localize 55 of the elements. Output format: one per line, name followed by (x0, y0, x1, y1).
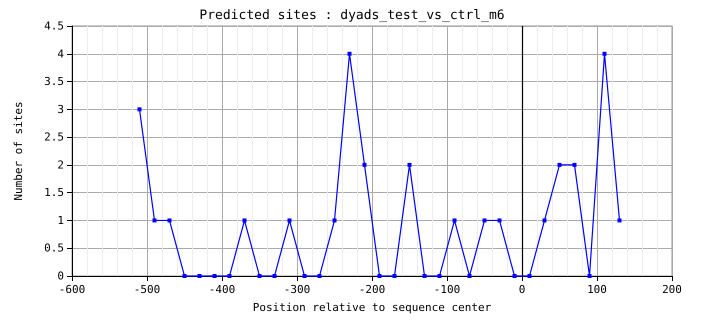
point (348, 52, 352, 56)
point (588, 274, 592, 278)
point (302, 274, 306, 278)
y-tick-label: 2 (57, 158, 64, 172)
x-tick-label: -100 (434, 283, 460, 296)
point (198, 274, 202, 278)
point (392, 274, 396, 278)
point (138, 107, 142, 112)
x-tick-label: 0 (518, 283, 526, 296)
point (228, 274, 232, 278)
point (182, 274, 186, 278)
point (168, 218, 172, 222)
y-tick-label: 4 (57, 47, 64, 60)
x-tick-label: -300 (284, 283, 310, 296)
x-axis-title: Position relative to sequence center (252, 301, 492, 314)
chart-title: Predicted sites : dyads_test_vs_ctrl_m6 (199, 8, 505, 23)
point (498, 218, 502, 222)
point (482, 218, 486, 222)
y-tick-label: 0 (57, 270, 64, 282)
point (242, 218, 246, 222)
point (378, 274, 382, 278)
y-tick-label: 3.5 (44, 75, 64, 88)
y-tick-label: 1 (57, 214, 64, 227)
point (542, 218, 546, 222)
point (452, 218, 456, 222)
point (468, 274, 472, 278)
point (152, 218, 156, 222)
point (422, 274, 426, 278)
x-tick-label: -500 (134, 283, 160, 296)
point (572, 162, 576, 167)
x-tick-label: -600 (58, 283, 86, 296)
point (408, 162, 412, 167)
point (528, 274, 532, 278)
point (272, 274, 276, 278)
x-tick-label: -400 (208, 283, 236, 296)
y-tick-label: 1.5 (44, 186, 64, 200)
point (618, 218, 622, 222)
point (332, 218, 336, 222)
x-tick-label: 200 (662, 283, 682, 296)
point (438, 274, 442, 278)
point (212, 274, 216, 278)
y-axis-title: Number of sites (12, 101, 25, 201)
point (602, 52, 606, 56)
x-tick-label: 100 (587, 283, 607, 296)
x-tick-label: -200 (358, 283, 386, 296)
y-tick-label: 4.5 (44, 20, 64, 32)
point (512, 274, 516, 278)
point (362, 162, 366, 167)
point (288, 218, 292, 222)
y-tick-label: 3 (57, 102, 64, 116)
point (258, 274, 262, 278)
y-tick-label: 0.5 (44, 242, 64, 255)
y-tick-label: 2.5 (44, 130, 64, 144)
point (318, 274, 322, 278)
point (558, 162, 562, 167)
